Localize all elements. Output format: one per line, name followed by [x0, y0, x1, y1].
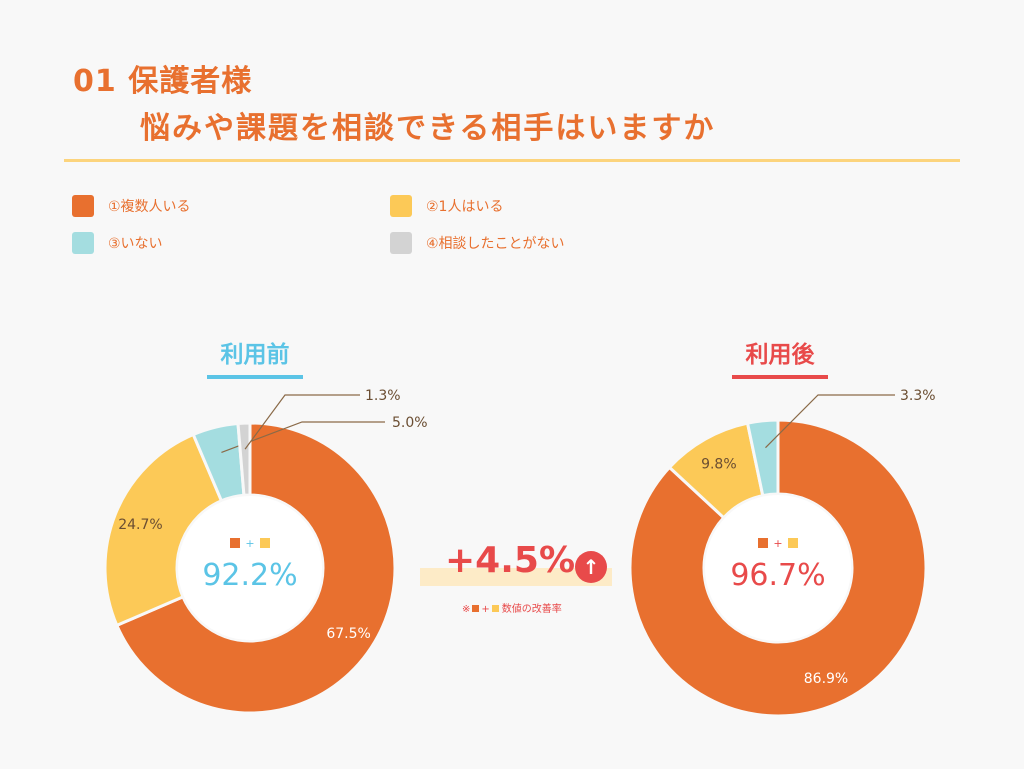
slice-label: 9.8% — [701, 457, 737, 473]
page-title-line1: 01 保護者様 — [73, 64, 253, 99]
callout-line — [765, 394, 895, 449]
donut-slice — [114, 421, 397, 715]
legend-label: ①複数人いる — [108, 199, 191, 215]
note-swatch-icon — [472, 605, 480, 612]
legend-swatch-icon — [72, 232, 94, 254]
donut-slice — [628, 418, 928, 718]
slice-label: 67.5% — [326, 626, 370, 642]
gain-highlight — [420, 568, 612, 586]
legend-label: ②1人はいる — [426, 199, 504, 215]
improvement-note: ※ + 数値の改善率 — [462, 604, 562, 615]
chart-title-after: 利用後 — [725, 335, 835, 379]
legend-item-none: ③いない — [72, 232, 163, 254]
donut-slice — [745, 418, 780, 498]
legend-item-never: ④相談したことがない — [390, 232, 565, 254]
callout-line — [244, 394, 360, 450]
center-swatch-icon — [758, 538, 768, 548]
center-swatch-icon — [260, 538, 270, 548]
legend-label: ④相談したことがない — [426, 236, 565, 252]
donut-slice — [236, 421, 252, 497]
donut-chart-1: 86.9% 9.8% 3.3% +96.7% — [628, 388, 936, 718]
donut-slice — [103, 432, 224, 628]
legend-swatch-icon — [72, 195, 94, 217]
donut-hole — [178, 496, 322, 640]
donut-chart-0: 67.5% 24.7% 5.0% 1.3% +92.2% — [103, 388, 428, 715]
legend-label: ③いない — [108, 236, 163, 252]
slice-label: 5.0% — [392, 415, 428, 431]
note-swatch-icon — [491, 605, 499, 612]
slice-label: 1.3% — [365, 388, 401, 404]
slice-label: 24.7% — [118, 517, 162, 533]
improvement-value: +4.5% — [445, 540, 576, 581]
center-plus: + — [773, 537, 782, 550]
center-swatch-icon — [230, 538, 240, 548]
title-divider — [64, 159, 960, 162]
donut-hole — [705, 495, 851, 641]
legend-item-multiple: ①複数人いる — [72, 195, 191, 217]
legend-item-one: ②1人はいる — [390, 195, 503, 217]
chart-title-before: 利用前 — [200, 335, 310, 379]
legend-swatch-icon — [390, 232, 412, 254]
arrow-up-icon: ↑ — [575, 551, 607, 583]
center-plus: + — [245, 537, 254, 550]
slice-label: 3.3% — [900, 388, 936, 404]
page-title-line2: 悩みや課題を相談できる相手はいますか — [140, 111, 716, 146]
center-value: 96.7% — [730, 558, 825, 593]
legend-swatch-icon — [390, 195, 412, 217]
slice-label: 86.9% — [804, 671, 848, 687]
center-value: 92.2% — [202, 558, 297, 593]
center-swatch-icon — [788, 538, 798, 548]
